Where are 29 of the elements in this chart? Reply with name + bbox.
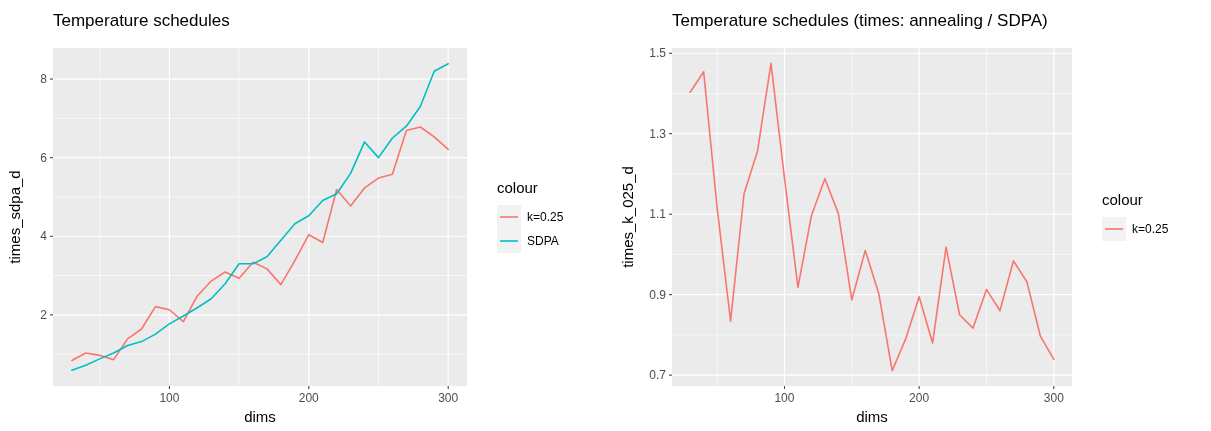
legend-label: k=0.25	[527, 210, 564, 225]
x-tick-label: 300	[1043, 391, 1065, 405]
y-tick-label: 1.1	[649, 207, 667, 222]
y-tick-label: 1.5	[649, 46, 667, 61]
x-tick-label: 300	[438, 391, 459, 405]
y-tick-label: 0.7	[649, 368, 667, 383]
y-tick-label: 4	[40, 229, 48, 244]
legend-title: colour	[1102, 191, 1143, 208]
y-tick-label: 8	[40, 72, 48, 87]
x-tick-label: 200	[298, 391, 320, 405]
y-tick-label: 2	[40, 308, 48, 323]
legend-label: SDPA	[527, 234, 559, 249]
chart-title: Temperature schedules	[53, 11, 230, 30]
legend-title: colour	[497, 179, 538, 196]
y-tick-label: 0.9	[649, 287, 667, 302]
line-series	[71, 62, 449, 372]
x-axis-title: dims	[856, 408, 888, 425]
x-axis-title: dims	[244, 408, 276, 425]
chart-title: Temperature schedules (times: annealing / SDPA)	[672, 11, 1048, 30]
x-tick-label: 100	[774, 391, 795, 405]
y-tick-label: 1.3	[649, 126, 667, 141]
y-tick-label: 6	[40, 150, 48, 165]
x-tick-label: 100	[159, 391, 180, 405]
line-series	[71, 126, 449, 362]
line-series	[689, 62, 1055, 372]
y-axis-title: times_k_025_d	[619, 166, 636, 268]
legend-label: k=0.25	[1132, 222, 1169, 237]
x-tick-label: 200	[909, 391, 930, 405]
y-axis-title: times_sdpa_d	[6, 170, 23, 264]
